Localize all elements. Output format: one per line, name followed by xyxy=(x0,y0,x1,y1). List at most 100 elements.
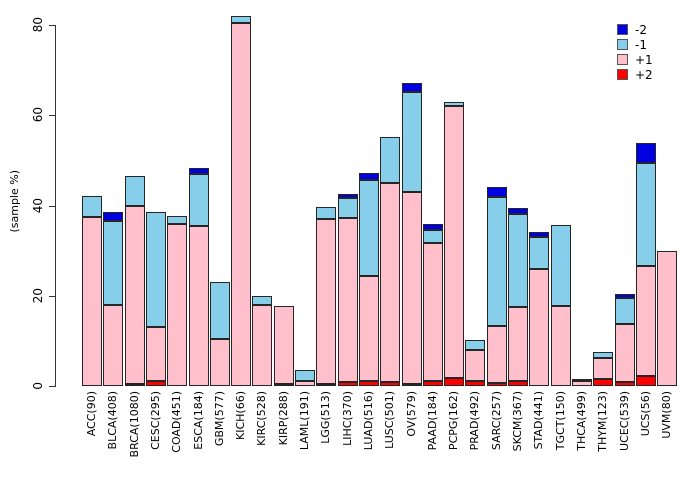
bar-segment-STAD--2 xyxy=(529,232,549,237)
bar-segment-KIRC--1 xyxy=(252,296,272,305)
y-axis-tick xyxy=(49,115,55,116)
bar-segment-OV-+2 xyxy=(402,384,422,386)
y-tick-label: 80 xyxy=(31,17,45,33)
y-axis-label: (sample %) xyxy=(8,170,21,233)
x-category-label: SKCM(367) xyxy=(511,391,524,452)
bar-segment-PAAD-+2 xyxy=(423,381,443,386)
x-category-label: LGG(513) xyxy=(319,391,332,444)
x-category-label: KIRP(288) xyxy=(277,391,290,446)
bar-segment-LIHC--2 xyxy=(338,194,358,198)
bar-segment-LAML-+1 xyxy=(295,381,315,386)
bar-segment-UVM-+1 xyxy=(657,251,677,386)
bar-segment-STAD--1 xyxy=(529,237,549,269)
bar-segment-LGG-+1 xyxy=(316,219,336,384)
bar-segment-PCPG-+2 xyxy=(444,378,464,386)
bar-segment-LIHC-+2 xyxy=(338,382,358,386)
y-axis-tick xyxy=(49,25,55,26)
x-category-label: KICH(66) xyxy=(234,391,247,440)
bar-segment-KIRP-+2 xyxy=(274,384,294,386)
x-category-label: LIHC(370) xyxy=(341,391,354,446)
bar-segment-SARC-+2 xyxy=(487,383,507,386)
bar-segment-PAAD--1 xyxy=(423,230,443,243)
bar-segment-TGCT-+1 xyxy=(551,306,571,386)
bar-segment-OV--2 xyxy=(402,83,422,92)
legend: -2 -1 +1 +2 xyxy=(617,22,653,82)
legend-swatch--2 xyxy=(617,24,628,35)
bar-segment-SKCM-+2 xyxy=(508,381,528,386)
legend-item-label: +2 xyxy=(635,67,653,82)
bar-segment-COAD-+1 xyxy=(167,224,187,386)
bar-segment-LIHC--1 xyxy=(338,198,358,218)
bar-segment-PRAD--1 xyxy=(465,340,485,350)
bar-segment-ESCA--1 xyxy=(189,174,209,226)
bar-segment-UCS-+2 xyxy=(636,376,656,386)
x-category-label: PAAD(184) xyxy=(426,391,439,451)
bar-segment-SKCM--1 xyxy=(508,214,528,307)
bar-segment-BRCA-+2 xyxy=(125,384,145,386)
bar-segment-LUAD--2 xyxy=(359,173,379,180)
bar-segment-UCS--2 xyxy=(636,143,656,163)
x-category-label: COAD(451) xyxy=(170,391,183,453)
x-category-label: THCA(499) xyxy=(575,391,588,451)
bar-segment-SARC--1 xyxy=(487,197,507,326)
bar-segment-BLCA-+1 xyxy=(103,305,123,386)
bar-segment-UCS--1 xyxy=(636,163,656,266)
y-tick-label: 20 xyxy=(31,288,45,304)
bar-segment-KICH-+1 xyxy=(231,23,251,386)
x-category-label: TGCT(150) xyxy=(554,391,567,451)
bar-segment-LUAD-+1 xyxy=(359,276,379,381)
y-axis-tick xyxy=(49,386,55,387)
bar-segment-THYM-+2 xyxy=(593,379,613,386)
bar-segment-OV-+1 xyxy=(402,192,422,384)
bar-segment-THCA--1 xyxy=(572,379,592,381)
x-category-label: OV(579) xyxy=(405,391,418,437)
bar-segment-GBM--1 xyxy=(210,282,230,339)
bar-segment-PAAD--2 xyxy=(423,224,443,230)
bar-segment-SKCM-+1 xyxy=(508,307,528,381)
y-axis-tick xyxy=(49,296,55,297)
x-category-label: GBM(577) xyxy=(213,391,226,447)
bar-segment-PCPG--1 xyxy=(444,102,464,106)
bar-segment-KICH--1 xyxy=(231,16,251,23)
bar-segment-KIRC-+1 xyxy=(252,305,272,386)
legend-item-label: +1 xyxy=(635,52,653,67)
legend-swatch-+2 xyxy=(617,69,628,80)
bar-segment-BRCA--1 xyxy=(125,176,145,206)
bar-segment-LUSC--1 xyxy=(380,137,400,183)
x-category-label: STAD(441) xyxy=(532,391,545,450)
bar-segment-ACC-+1 xyxy=(82,217,102,386)
x-category-label: THYM(123) xyxy=(596,391,609,452)
x-category-label: ACC(90) xyxy=(85,391,98,437)
bar-segment-BLCA--1 xyxy=(103,221,123,305)
y-tick-label: 0 xyxy=(31,381,45,390)
bar-segment-KIRP-+1 xyxy=(274,306,294,384)
x-category-label: UCEC(539) xyxy=(618,391,631,451)
bar-segment-LIHC-+1 xyxy=(338,218,358,382)
bar-segment-LGG-+2 xyxy=(316,384,336,386)
y-tick-label: 40 xyxy=(31,198,45,214)
bar-segment-LUSC-+2 xyxy=(380,382,400,386)
bar-segment-LUAD-+2 xyxy=(359,381,379,386)
bar-segment-CESC-+1 xyxy=(146,327,166,381)
x-category-label: KIRC(528) xyxy=(255,391,268,446)
x-category-label: PRAD(492) xyxy=(468,391,481,451)
bar-segment-STAD-+1 xyxy=(529,269,549,386)
bar-segment-UCEC--2 xyxy=(615,294,635,298)
bar-segment-BLCA--2 xyxy=(103,212,123,221)
x-category-label: LUAD(516) xyxy=(362,391,375,451)
bar-segment-LAML--1 xyxy=(295,370,315,381)
legend-item-label: -2 xyxy=(635,22,647,37)
x-category-label: ESCA(184) xyxy=(192,391,205,450)
bar-segment-THYM--1 xyxy=(593,352,613,358)
legend-swatch-+1 xyxy=(617,54,628,65)
x-category-label: CESC(295) xyxy=(149,391,162,450)
bar-segment-ESCA--2 xyxy=(189,168,209,174)
bar-segment-PRAD-+1 xyxy=(465,350,485,381)
bar-segment-SKCM--2 xyxy=(508,208,528,214)
bar-segment-GBM-+1 xyxy=(210,339,230,386)
x-category-label: UCS(56) xyxy=(639,391,652,437)
legend-item: +1 xyxy=(617,52,653,67)
y-axis-line xyxy=(55,25,56,387)
bar-segment-COAD--1 xyxy=(167,216,187,224)
bar-segment-LUSC-+1 xyxy=(380,183,400,382)
